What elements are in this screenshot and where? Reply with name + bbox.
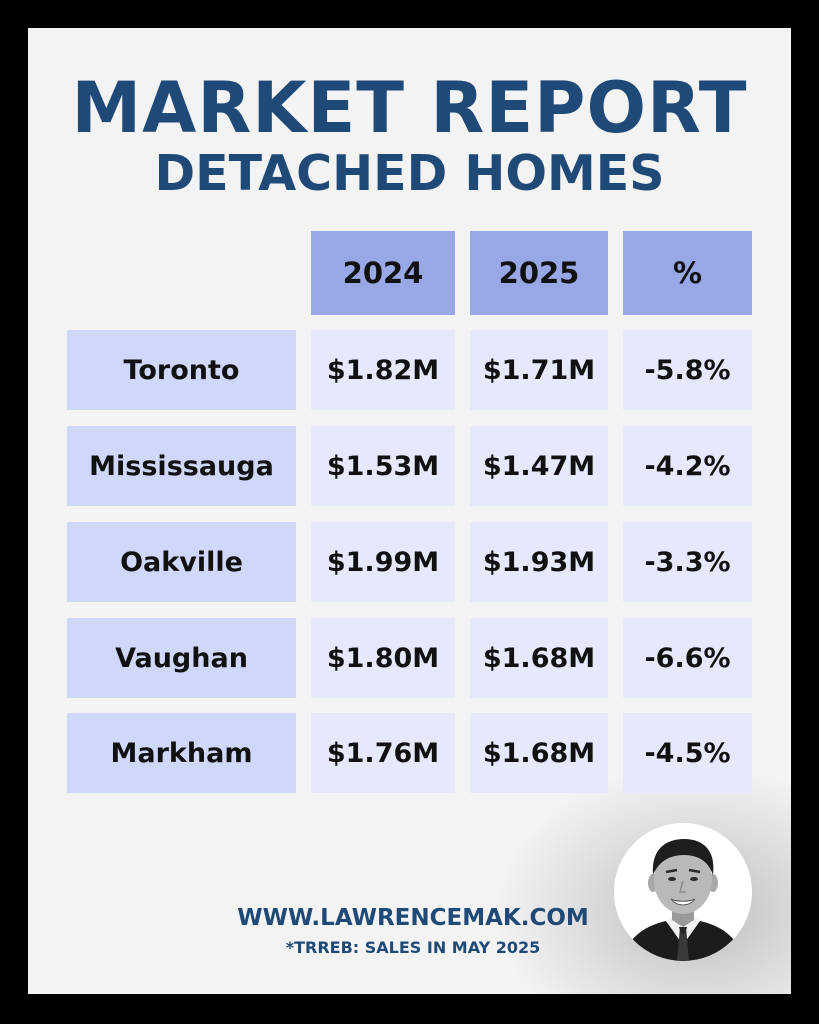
- value-2025-cell: $1.93M: [470, 522, 608, 602]
- value-2024-cell: $1.99M: [311, 522, 455, 602]
- source-note: *TRREB: SALES IN MAY 2025: [285, 938, 541, 957]
- header-2024: 2024: [311, 231, 455, 315]
- value-2025-cell: $1.71M: [470, 330, 608, 410]
- header-2025: 2025: [470, 231, 608, 315]
- value-2025-cell: $1.68M: [470, 713, 608, 793]
- value-2025-cell: $1.68M: [470, 618, 608, 698]
- percent-change-cell: -3.3%: [623, 522, 752, 602]
- city-cell: Toronto: [67, 330, 296, 410]
- value-2025-cell: $1.47M: [470, 426, 608, 506]
- percent-change-cell: -6.6%: [623, 618, 752, 698]
- report-card: MARKET REPORT DETACHED HOMES 2024 2025 %…: [28, 28, 791, 994]
- percent-change-cell: -4.2%: [623, 426, 752, 506]
- header-percent: %: [623, 231, 752, 315]
- value-2024-cell: $1.53M: [311, 426, 455, 506]
- report-title: MARKET REPORT: [71, 67, 748, 149]
- value-2024-cell: $1.80M: [311, 618, 455, 698]
- report-subtitle: DETACHED HOMES: [154, 145, 665, 202]
- website-link[interactable]: WWW.LAWRENCEMAK.COM: [237, 905, 589, 931]
- city-cell: Oakville: [67, 522, 296, 602]
- city-cell: Markham: [67, 713, 296, 793]
- agent-portrait-icon: [614, 823, 752, 961]
- percent-change-cell: -5.8%: [623, 330, 752, 410]
- value-2024-cell: $1.76M: [311, 713, 455, 793]
- value-2024-cell: $1.82M: [311, 330, 455, 410]
- percent-change-cell: -4.5%: [623, 713, 752, 793]
- city-cell: Mississauga: [67, 426, 296, 506]
- city-cell: Vaughan: [67, 618, 296, 698]
